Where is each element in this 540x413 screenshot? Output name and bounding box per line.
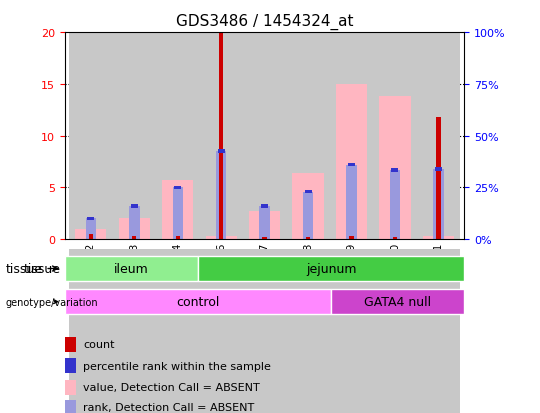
Bar (435, 168, 442, 171)
Text: rank, Detection Call = ABSENT: rank, Detection Call = ABSENT (83, 402, 254, 412)
Text: ileum: ileum (114, 262, 149, 275)
Bar (162, 181, 193, 240)
Bar (87, 217, 94, 221)
Bar (132, 236, 137, 240)
Bar (392, 169, 399, 172)
FancyBboxPatch shape (199, 250, 243, 413)
Bar (75, 229, 106, 240)
Bar (330, 33, 373, 240)
Bar (379, 97, 410, 240)
Bar (292, 173, 323, 240)
FancyBboxPatch shape (331, 289, 464, 315)
Bar (261, 205, 268, 208)
Bar (436, 118, 441, 240)
Bar (349, 236, 354, 240)
Bar (65, 400, 76, 413)
Bar (216, 152, 226, 240)
Bar (243, 33, 286, 240)
Bar (393, 237, 397, 240)
Bar (286, 33, 330, 240)
Bar (65, 337, 76, 352)
FancyBboxPatch shape (198, 256, 464, 282)
Bar (156, 33, 199, 240)
Text: genotype/variation: genotype/variation (5, 297, 98, 307)
Bar (129, 206, 139, 240)
Bar (131, 205, 138, 208)
Text: count: count (83, 339, 114, 349)
FancyBboxPatch shape (417, 250, 460, 413)
Bar (219, 33, 224, 240)
Bar (259, 206, 270, 240)
FancyBboxPatch shape (373, 250, 417, 413)
Bar (249, 211, 280, 240)
Bar (89, 235, 93, 240)
Text: GATA4 null: GATA4 null (364, 295, 431, 309)
Text: jejunum: jejunum (306, 262, 356, 275)
FancyBboxPatch shape (65, 256, 198, 282)
Text: tissue: tissue (23, 262, 60, 275)
Text: control: control (177, 295, 220, 309)
Bar (119, 219, 150, 240)
Bar (390, 170, 400, 240)
FancyBboxPatch shape (65, 289, 331, 315)
Bar (417, 33, 460, 240)
Bar (199, 33, 243, 240)
FancyBboxPatch shape (156, 250, 199, 413)
Bar (69, 33, 112, 240)
Bar (176, 236, 180, 240)
Bar (218, 150, 225, 154)
Bar (172, 188, 183, 240)
Bar (303, 192, 313, 240)
Title: GDS3486 / 1454324_at: GDS3486 / 1454324_at (176, 14, 353, 30)
Bar (206, 236, 237, 240)
Bar (305, 190, 312, 194)
FancyBboxPatch shape (330, 250, 373, 413)
Text: tissue: tissue (5, 262, 57, 275)
Bar (433, 169, 443, 240)
Bar (112, 33, 156, 240)
FancyBboxPatch shape (243, 250, 286, 413)
Bar (336, 85, 367, 240)
Bar (174, 186, 181, 190)
Bar (348, 164, 355, 167)
Text: value, Detection Call = ABSENT: value, Detection Call = ABSENT (83, 382, 260, 392)
FancyBboxPatch shape (69, 250, 112, 413)
Bar (65, 380, 76, 395)
Bar (423, 236, 454, 240)
Bar (346, 165, 357, 240)
FancyBboxPatch shape (112, 250, 156, 413)
Bar (262, 237, 267, 240)
Bar (86, 219, 96, 240)
Bar (65, 358, 76, 373)
FancyBboxPatch shape (286, 250, 330, 413)
Bar (306, 237, 310, 240)
Bar (373, 33, 417, 240)
Text: percentile rank within the sample: percentile rank within the sample (83, 361, 271, 371)
